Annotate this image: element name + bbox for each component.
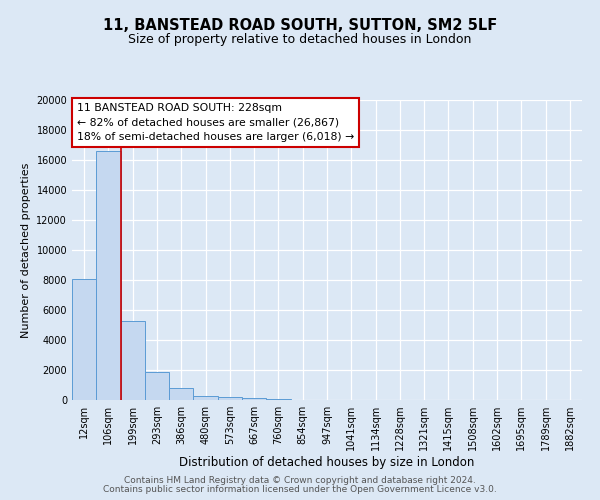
Text: 11 BANSTEAD ROAD SOUTH: 228sqm
← 82% of detached houses are smaller (26,867)
18%: 11 BANSTEAD ROAD SOUTH: 228sqm ← 82% of … — [77, 103, 355, 142]
Bar — [72, 278, 96, 400]
Bar — [218, 397, 242, 400]
Bar — [121, 320, 145, 400]
Y-axis label: Number of detached properties: Number of detached properties — [21, 162, 31, 338]
Bar — [145, 372, 169, 400]
Text: Size of property relative to detached houses in London: Size of property relative to detached ho… — [128, 32, 472, 46]
Bar — [266, 398, 290, 400]
Text: Contains public sector information licensed under the Open Government Licence v3: Contains public sector information licen… — [103, 485, 497, 494]
Bar — [96, 151, 121, 400]
Bar — [193, 396, 218, 400]
Bar — [169, 388, 193, 400]
X-axis label: Distribution of detached houses by size in London: Distribution of detached houses by size … — [179, 456, 475, 469]
Text: 11, BANSTEAD ROAD SOUTH, SUTTON, SM2 5LF: 11, BANSTEAD ROAD SOUTH, SUTTON, SM2 5LF — [103, 18, 497, 32]
Text: Contains HM Land Registry data © Crown copyright and database right 2024.: Contains HM Land Registry data © Crown c… — [124, 476, 476, 485]
Bar — [242, 398, 266, 400]
